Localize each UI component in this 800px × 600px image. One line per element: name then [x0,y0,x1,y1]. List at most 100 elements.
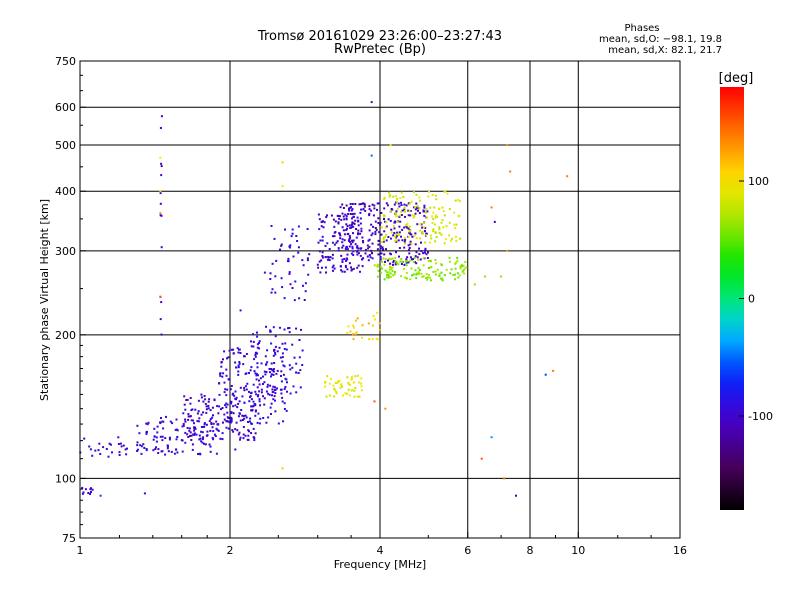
echo-point [217,412,220,415]
echo-point [409,259,411,262]
echo-point [242,437,245,440]
echo-point [368,254,371,256]
echo-point [237,402,240,405]
echo-point [438,228,441,231]
echo-point [338,232,341,235]
echo-point [381,226,383,229]
echo-point [395,235,398,238]
echo-point [284,228,286,231]
echo-point [198,434,201,437]
echo-point [271,388,274,391]
echo-point [263,370,266,373]
echo-point [223,381,226,384]
echo-point [329,377,332,380]
echo-point [316,263,319,266]
echo-point [332,218,335,221]
echo-point [236,406,239,409]
echo-point [384,407,387,410]
echo-point [318,260,321,263]
echo-point [288,271,291,274]
echo-point [352,267,355,270]
echo-point [442,210,445,212]
echo-point [405,277,408,280]
echo-point [428,190,430,193]
echo-point [383,230,386,233]
y-tick-label: 600 [55,101,76,114]
echo-point [440,277,443,280]
echo-point [341,212,344,215]
echo-point [389,275,392,278]
echo-point [420,250,423,253]
echo-point [160,333,163,336]
echo-point [227,378,230,381]
echo-point [441,219,444,221]
echo-point [291,228,294,231]
echo-point [247,421,249,423]
echo-point [355,236,358,239]
echo-point [304,282,307,285]
echo-point [345,218,348,221]
echo-point [349,203,352,205]
echo-point [239,436,242,439]
echo-point [284,342,287,345]
echo-point [465,266,468,269]
echo-point [377,239,380,242]
echo-point [397,262,400,265]
echo-point [187,418,190,421]
echo-point [429,241,431,244]
echo-point [341,226,344,229]
echo-point [343,233,346,236]
echo-point [357,224,360,227]
echo-point [145,432,148,435]
echo-point [267,416,270,419]
echo-point [386,274,389,277]
echo-point [200,413,203,416]
echo-point [346,332,349,334]
echo-point [357,264,360,267]
echo-point [438,226,441,229]
echo-point [242,363,245,366]
echo-point [319,239,322,242]
echo-point [230,400,233,403]
echo-point [409,243,412,246]
echo-point [98,442,101,445]
echo-point [321,255,324,257]
echo-point [399,220,402,223]
echo-point [147,421,150,424]
echo-point [458,274,461,277]
echo-point [431,194,434,196]
echo-point [242,433,245,436]
echo-point [197,420,200,423]
echo-point [359,217,362,220]
echo-point [180,439,183,442]
echo-point [403,276,406,279]
echo-point [348,209,351,212]
echo-point [189,431,192,434]
echo-point [203,442,205,445]
echo-point [187,415,190,418]
echo-point [263,271,266,274]
echo-point [379,221,382,224]
echo-point [387,236,390,238]
echo-point [255,351,258,354]
echo-point [206,434,209,437]
echo-point [190,439,193,441]
echo-point [435,214,438,217]
echo-point [343,239,346,242]
echo-point [425,232,428,235]
echo-point [197,410,200,413]
echo-point [219,437,222,440]
echo-point [99,453,102,455]
echo-point [220,361,223,363]
echo-point [239,386,242,389]
echo-point [214,435,217,438]
echo-point [339,386,342,389]
echo-point [449,272,452,275]
echo-point [375,337,378,340]
echo-point [349,213,352,215]
echo-point [393,203,396,206]
echo-point [193,429,196,432]
echo-point [422,252,425,255]
echo-point [340,384,343,387]
echo-point [283,297,286,300]
